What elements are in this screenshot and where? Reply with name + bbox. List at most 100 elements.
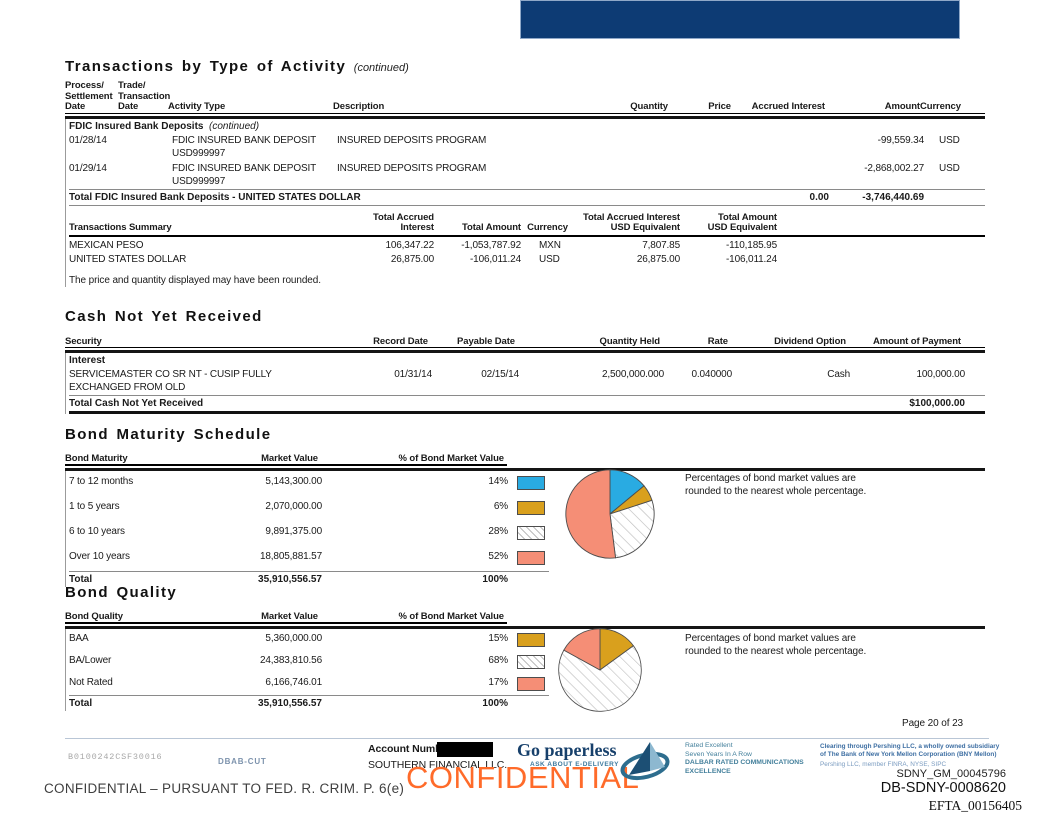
table-rule bbox=[65, 115, 985, 119]
col-bond-quality: Bond Quality bbox=[65, 610, 123, 622]
col-currency: Currency bbox=[527, 222, 568, 233]
col-total-amount: Total Amount bbox=[462, 222, 521, 233]
divider bbox=[69, 204, 985, 206]
divider bbox=[69, 694, 549, 696]
bates-stamp-sdny-gm: SDNY_GM_00045796 bbox=[896, 768, 1006, 780]
col-activity-type: Activity Type bbox=[168, 101, 226, 112]
e-delivery-label: ASK ABOUT E-DELIVERY bbox=[530, 761, 619, 768]
batch-code: DBAB-CUT bbox=[218, 757, 267, 766]
account-name: SOUTHERN FINANCIAL LLC. bbox=[368, 759, 508, 771]
table-row: 01/28/14 FDIC INSURED BANK DEPOSIT USD999… bbox=[69, 134, 960, 159]
col-tai-usd-equivalent: Total Accrued Interest USD Equivalent bbox=[582, 211, 680, 233]
dalbar-rating-text: Rated Excellent Seven Years In A Row DAL… bbox=[685, 742, 804, 775]
col-market-value: Market Value bbox=[261, 452, 318, 464]
table-row: 1 to 5 years 2,070,000.00 6% bbox=[69, 496, 985, 521]
redaction-box bbox=[437, 742, 493, 757]
confidential-crim-rule-line: CONFIDENTIAL – PURSUANT TO FED. R. CRIM.… bbox=[44, 781, 405, 796]
transactions-table-body: FDIC Insured Bank Deposits (continued) 0… bbox=[65, 118, 985, 287]
legend-swatch bbox=[517, 500, 545, 515]
table-rule bbox=[65, 467, 985, 471]
col-bond-maturity: Bond Maturity bbox=[65, 452, 128, 464]
pershing-disclosure: Clearing through Pershing LLC, a wholly … bbox=[820, 743, 1000, 768]
col-dividend-option: Dividend Option bbox=[774, 335, 846, 347]
table-bottom-rule bbox=[69, 411, 985, 414]
table-row: 6 to 10 years 9,891,375.00 28% bbox=[69, 521, 985, 546]
col-price: Price bbox=[708, 101, 731, 112]
table-row: SERVICEMASTER CO SR NT - CUSIP FULLY EXCH… bbox=[69, 369, 965, 393]
page-title: Transactions by Type of Activity (contin… bbox=[65, 57, 985, 77]
cash-title: Cash Not Yet Received bbox=[65, 308, 263, 325]
bond-maturity-total-row: Total 35,910,556.57 100% bbox=[69, 573, 508, 585]
bond-maturity-pie-chart bbox=[565, 469, 655, 559]
col-pct-bond-market-value: % of Bond Market Value bbox=[398, 452, 505, 464]
account-number-label: Account Number: bbox=[368, 743, 455, 755]
table-row: BA/Lower 24,383,810.56 68% bbox=[69, 651, 985, 673]
table-row: Not Rated 6,166,746.01 17% bbox=[69, 673, 985, 695]
go-paperless-label: Go paperless bbox=[517, 740, 617, 760]
divider bbox=[69, 188, 985, 190]
col-record-date: Record Date bbox=[373, 335, 428, 347]
legend-swatch bbox=[517, 475, 545, 490]
table-rule bbox=[65, 350, 985, 353]
col-payable-date: Payable Date bbox=[457, 335, 515, 347]
table-row: 7 to 12 months 5,143,300.00 14% bbox=[69, 471, 985, 496]
table-row: BAA 5,360,000.00 15% bbox=[69, 629, 985, 651]
col-amount: Amount bbox=[884, 101, 920, 112]
dalbar-logo-icon bbox=[620, 742, 670, 781]
transactions-header-row: Process/Settlement Date Trade/Transaction… bbox=[65, 80, 985, 114]
bates-stamp-efta: EFTA_00156405 bbox=[928, 798, 1022, 813]
bond-maturity-table-body: 7 to 12 months 5,143,300.00 14% 1 to 5 y… bbox=[65, 470, 985, 587]
col-trade-date: Trade/Transaction Date bbox=[118, 80, 171, 112]
transactions-section: Transactions by Type of Activity (contin… bbox=[65, 57, 985, 287]
table-row: 01/29/14 FDIC INSURED BANK DEPOSIT USD999… bbox=[69, 162, 960, 187]
transactions-continued: (continued) bbox=[353, 62, 409, 74]
header-underline bbox=[65, 622, 507, 624]
cash-header-row: Security Record Date Payable Date Quanti… bbox=[65, 333, 985, 348]
bates-stamp-db-sdny: DB-SDNY-0008620 bbox=[880, 780, 1006, 796]
transactions-total-row: Total FDIC Insured Bank Deposits - UNITE… bbox=[69, 191, 924, 203]
col-quantity: Quantity bbox=[630, 101, 668, 112]
transactions-title: Transactions by Type of Activity bbox=[65, 58, 347, 75]
col-pct-bond-market-value: % of Bond Market Value bbox=[398, 610, 505, 622]
bond-maturity-section: Bond Maturity Schedule Bond Maturity Mar… bbox=[65, 425, 985, 587]
col-currency: Currency bbox=[920, 101, 961, 112]
col-accrued-interest: Accrued Interest bbox=[751, 101, 825, 112]
bond-quality-pie-chart bbox=[558, 628, 642, 712]
table-rule bbox=[65, 625, 985, 629]
cash-section: Cash Not Yet Received Security Record Da… bbox=[65, 307, 985, 414]
col-amount-of-payment: Amount of Payment bbox=[872, 335, 961, 347]
footer-divider bbox=[65, 738, 989, 739]
legend-swatch bbox=[517, 525, 545, 540]
legend-swatch bbox=[517, 550, 545, 565]
bond-quality-note: Percentages of bond market values are ro… bbox=[685, 633, 867, 657]
col-process-date: Process/Settlement Date bbox=[65, 80, 113, 112]
bond-maturity-title: Bond Maturity Schedule bbox=[65, 426, 272, 443]
col-transactions-summary: Transactions Summary bbox=[69, 222, 172, 233]
divider bbox=[69, 395, 985, 396]
table-row: Over 10 years 18,805,881.57 52% bbox=[69, 546, 985, 571]
bond-quality-header-row: Bond Quality Market Value % of Bond Mark… bbox=[65, 609, 985, 622]
bond-quality-total-row: Total 35,910,556.57 100% bbox=[69, 697, 508, 709]
legend-swatch bbox=[517, 654, 545, 669]
divider bbox=[69, 570, 549, 572]
summary-row: UNITED STATES DOLLAR 26,875.00 -106,011.… bbox=[69, 253, 777, 265]
document-code: B0100242CSF30016 bbox=[68, 752, 163, 762]
col-market-value: Market Value bbox=[261, 610, 318, 622]
group-row-interest: Interest bbox=[69, 355, 106, 366]
group-row-fdic: FDIC Insured Bank Deposits (continued) bbox=[69, 120, 260, 132]
bond-quality-section: Bond Quality Bond Quality Market Value %… bbox=[65, 583, 985, 711]
col-security: Security bbox=[65, 335, 102, 347]
bond-quality-title: Bond Quality bbox=[65, 584, 178, 601]
redacted-header-bar bbox=[520, 0, 960, 39]
legend-swatch bbox=[517, 632, 545, 647]
rounding-note: The price and quantity displayed may hav… bbox=[69, 274, 321, 286]
page-number: Page 20 of 23 bbox=[902, 718, 963, 729]
bond-quality-table-body: BAA 5,360,000.00 15% BA/Lower 24,383,810… bbox=[65, 628, 985, 711]
bond-maturity-note: Percentages of bond market values are ro… bbox=[685, 473, 867, 497]
summary-header-row: Transactions Summary Total Accrued Inter… bbox=[69, 211, 985, 237]
col-total-accrued-interest: Total Accrued Interest bbox=[373, 211, 434, 233]
cash-total-row: Total Cash Not Yet Received $100,000.00 bbox=[69, 398, 965, 409]
col-ta-usd-equivalent: Total Amount USD Equivalent bbox=[707, 211, 777, 233]
col-quantity-held: Quantity Held bbox=[599, 335, 661, 347]
